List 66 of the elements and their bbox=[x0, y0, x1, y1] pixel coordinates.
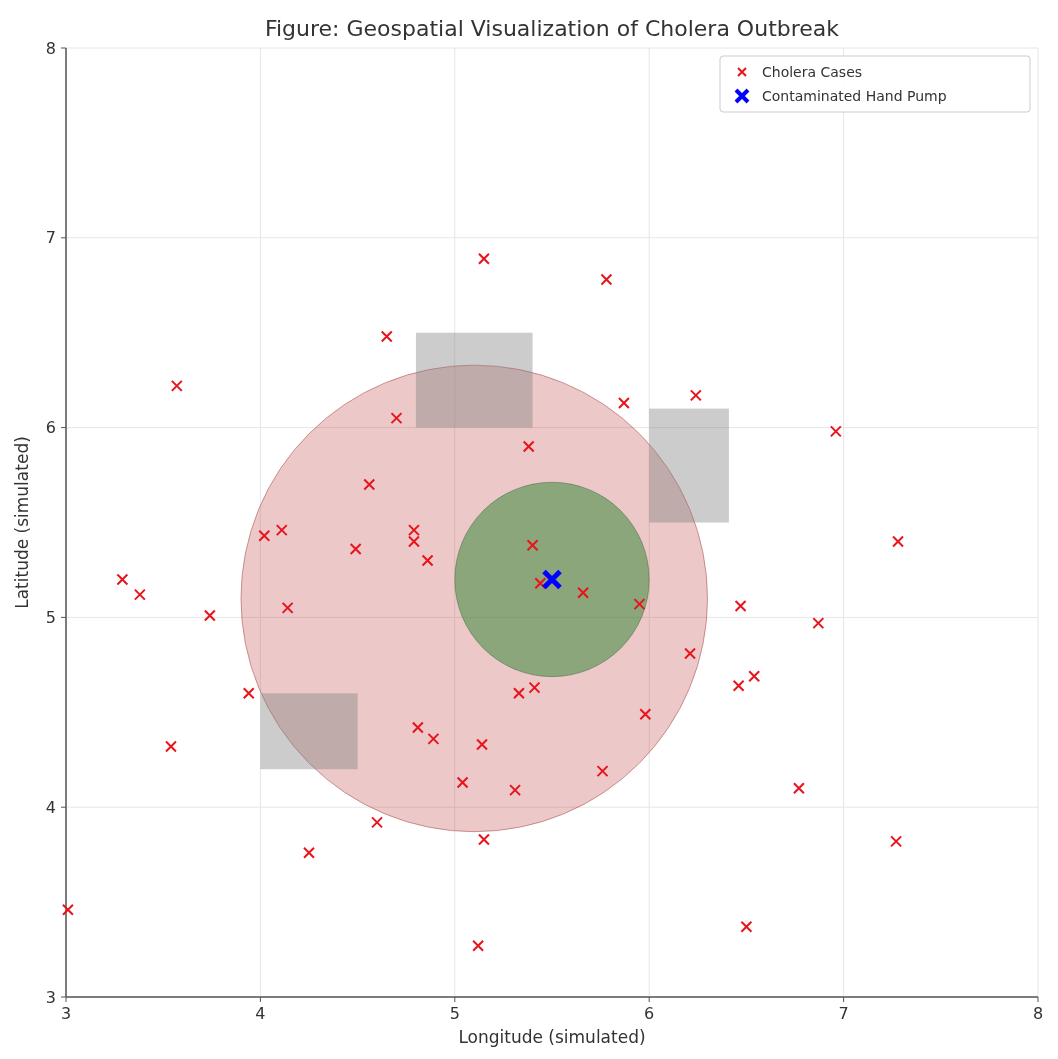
legend-label: Contaminated Hand Pump bbox=[762, 87, 947, 104]
point bbox=[456, 776, 469, 789]
point bbox=[617, 396, 630, 409]
point bbox=[639, 708, 652, 721]
point bbox=[732, 679, 745, 692]
point bbox=[890, 835, 903, 848]
point bbox=[349, 543, 362, 556]
x-tick-label: 4 bbox=[255, 1004, 266, 1023]
point bbox=[281, 601, 294, 614]
y-tick-label: 5 bbox=[45, 608, 56, 627]
point bbox=[242, 687, 255, 700]
point bbox=[476, 738, 489, 751]
point bbox=[472, 939, 485, 952]
point bbox=[689, 389, 702, 402]
point bbox=[380, 330, 393, 343]
x-tick-label: 5 bbox=[449, 1004, 460, 1023]
point bbox=[600, 273, 613, 286]
point bbox=[477, 252, 490, 265]
point bbox=[61, 903, 74, 916]
point bbox=[477, 833, 490, 846]
point bbox=[740, 920, 753, 933]
y-tick-label: 8 bbox=[45, 38, 56, 58]
point bbox=[812, 617, 825, 630]
point bbox=[792, 782, 805, 795]
point bbox=[363, 478, 376, 491]
x-axis-title: Longitude (simulated) bbox=[458, 1027, 646, 1047]
y-tick-label: 4 bbox=[45, 797, 56, 817]
point bbox=[892, 535, 905, 548]
y-tick-label: 7 bbox=[45, 228, 56, 248]
point bbox=[371, 816, 384, 829]
x-tick-label: 6 bbox=[644, 1004, 655, 1023]
y-tick-label: 3 bbox=[45, 987, 56, 1007]
point bbox=[407, 535, 420, 548]
point bbox=[133, 588, 146, 601]
point bbox=[116, 573, 129, 586]
point bbox=[203, 609, 216, 622]
point bbox=[526, 539, 539, 552]
y-axis-title: Latitude (simulated) bbox=[12, 436, 32, 609]
point bbox=[528, 681, 541, 694]
point bbox=[170, 379, 183, 392]
point bbox=[509, 784, 522, 797]
chart-title: Figure: Geospatial Visualization of Cholera Outbreak bbox=[264, 16, 840, 41]
point bbox=[407, 524, 420, 537]
point bbox=[512, 687, 525, 700]
point bbox=[734, 600, 747, 613]
point bbox=[275, 524, 288, 537]
point bbox=[522, 440, 535, 453]
x-tick-label: 8 bbox=[1032, 1004, 1044, 1023]
point bbox=[164, 740, 177, 753]
x-tick-label: 3 bbox=[60, 1004, 72, 1023]
legend-label: Cholera Cases bbox=[762, 63, 863, 80]
y-tick-label: 6 bbox=[45, 418, 56, 438]
point bbox=[427, 732, 440, 745]
x-tick-label: 7 bbox=[838, 1004, 849, 1023]
point bbox=[684, 647, 697, 660]
point bbox=[577, 586, 590, 599]
point bbox=[829, 425, 842, 438]
point bbox=[748, 670, 761, 683]
point bbox=[633, 598, 646, 611]
point bbox=[411, 721, 424, 734]
point bbox=[596, 765, 609, 778]
point bbox=[303, 846, 315, 859]
point bbox=[258, 529, 271, 542]
point bbox=[390, 412, 403, 425]
point bbox=[534, 577, 547, 590]
point bbox=[421, 554, 434, 567]
